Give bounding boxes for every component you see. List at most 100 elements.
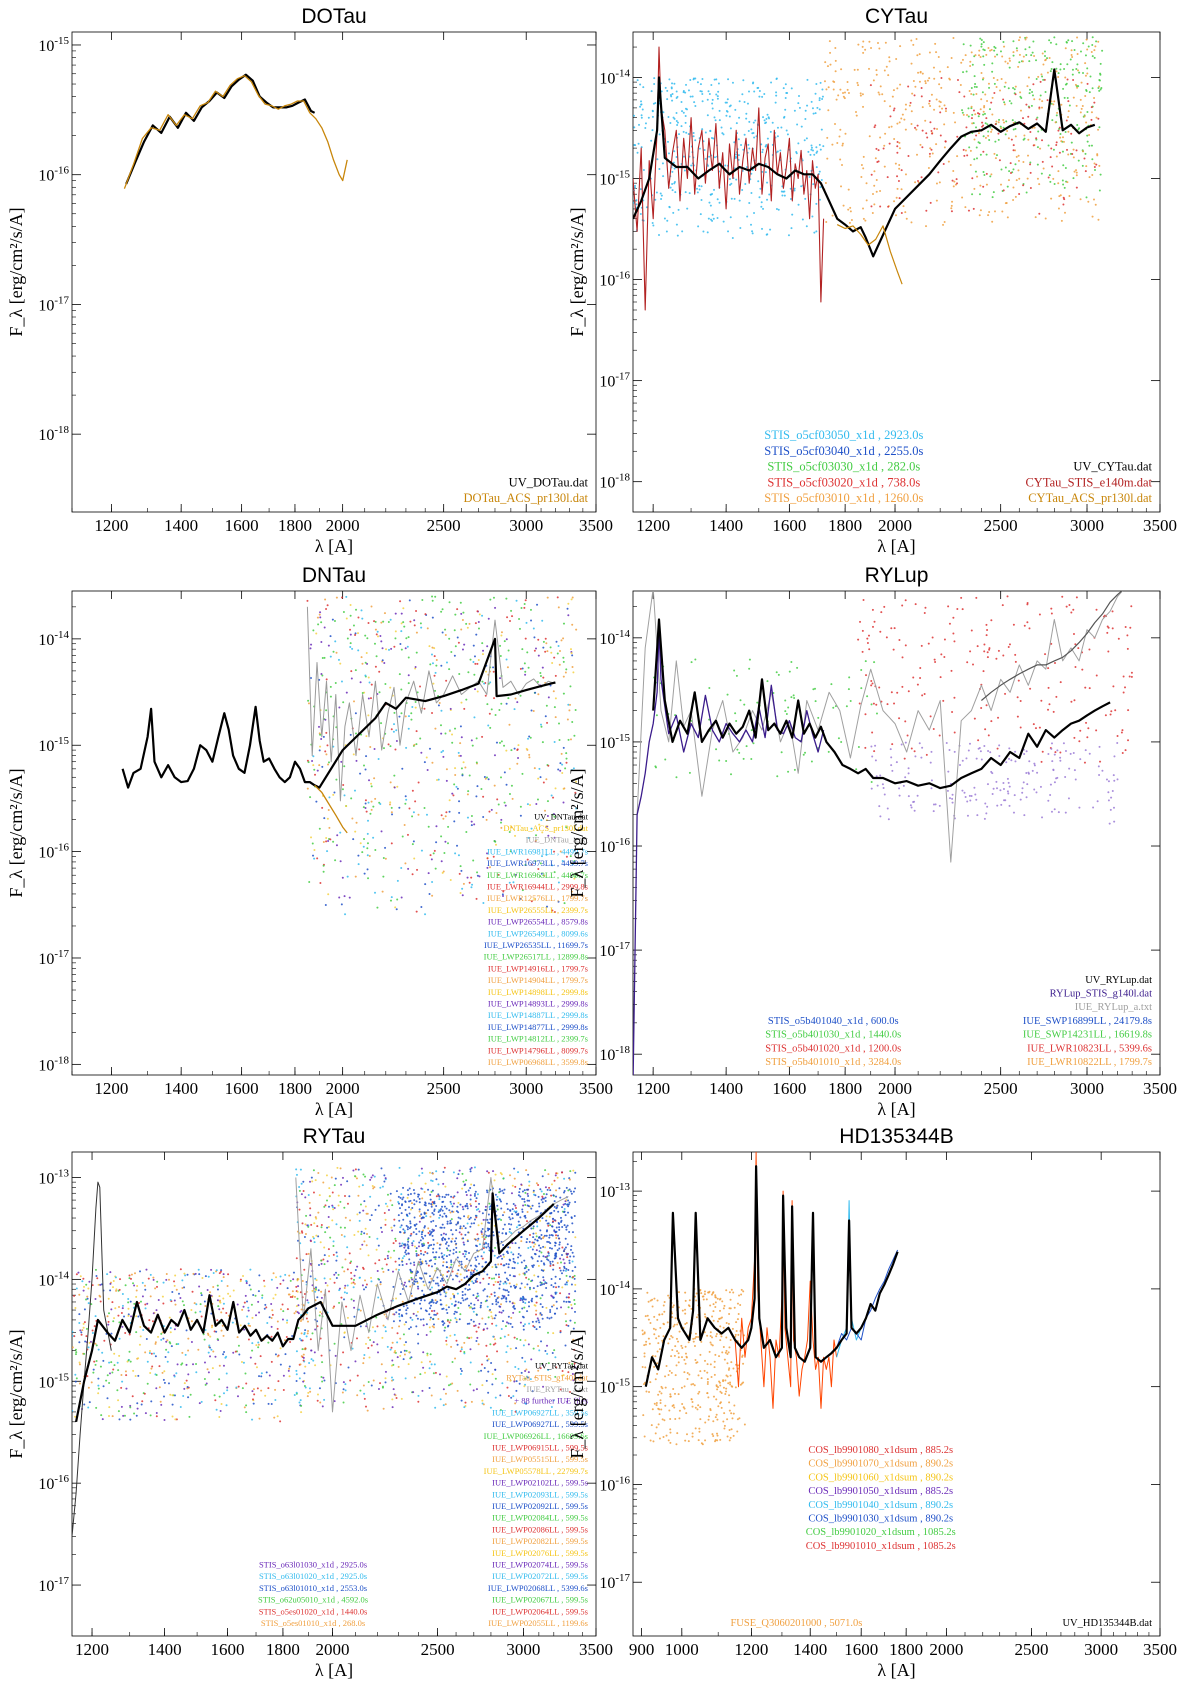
- data-point: [1075, 186, 1078, 189]
- data-point: [1029, 161, 1032, 164]
- data-point: [392, 1388, 395, 1391]
- data-point: [543, 874, 546, 877]
- data-point: [314, 1179, 317, 1182]
- data-point: [1109, 713, 1112, 716]
- data-point: [332, 1307, 335, 1310]
- data-point: [137, 1315, 140, 1318]
- data-point: [368, 855, 371, 858]
- legend-entry: IUE_LWR16944LL , 2999.8s: [487, 882, 588, 892]
- data-point: [1082, 72, 1085, 75]
- data-point: [990, 130, 993, 133]
- data-point: [696, 191, 699, 194]
- x-tick-label: 1400: [709, 1079, 743, 1098]
- data-point: [1082, 150, 1085, 153]
- data-point: [947, 605, 950, 608]
- data-point: [446, 1220, 449, 1223]
- data-point: [204, 1275, 207, 1278]
- data-point: [996, 787, 999, 790]
- data-point: [718, 109, 721, 112]
- data-point: [241, 1308, 244, 1311]
- data-point: [829, 51, 832, 54]
- data-point: [1064, 130, 1067, 133]
- data-point: [931, 132, 934, 135]
- data-point: [309, 1275, 312, 1278]
- data-point: [441, 631, 444, 634]
- data-point: [372, 805, 375, 808]
- data-point: [948, 749, 951, 752]
- data-point: [529, 804, 532, 807]
- data-point: [943, 146, 946, 149]
- data-point: [692, 135, 695, 138]
- data-point: [918, 53, 921, 56]
- data-point: [524, 599, 527, 602]
- data-point: [312, 854, 315, 857]
- data-point: [870, 745, 873, 748]
- data-point: [1112, 685, 1115, 688]
- data-point: [95, 1344, 98, 1347]
- data-point: [573, 860, 576, 863]
- data-point: [118, 1321, 121, 1324]
- data-point: [1027, 154, 1030, 157]
- data-point: [300, 1404, 303, 1407]
- data-point: [159, 1400, 162, 1403]
- data-point: [1079, 98, 1082, 101]
- data-point: [1021, 60, 1024, 63]
- data-point: [395, 908, 398, 911]
- data-point: [545, 704, 548, 707]
- data-point: [1097, 117, 1100, 120]
- data-point: [891, 743, 894, 746]
- data-point: [735, 674, 738, 677]
- data-point: [300, 1339, 303, 1342]
- data-point: [568, 1391, 571, 1394]
- data-point: [1038, 183, 1041, 186]
- data-point: [127, 1307, 130, 1310]
- data-point: [1073, 769, 1076, 772]
- data-point: [302, 1180, 305, 1183]
- data-point: [415, 1250, 418, 1253]
- data-point: [510, 826, 513, 829]
- data-point: [532, 1347, 535, 1350]
- data-point: [728, 178, 731, 181]
- data-point: [207, 1371, 210, 1374]
- data-point: [342, 784, 345, 787]
- data-point: [547, 1368, 550, 1371]
- data-point: [660, 90, 663, 93]
- data-point: [320, 1223, 323, 1226]
- data-point: [415, 1223, 418, 1226]
- data-point: [642, 169, 645, 172]
- data-point: [999, 125, 1002, 128]
- data-point: [731, 236, 734, 239]
- data-point: [661, 162, 664, 165]
- data-point: [331, 1191, 334, 1194]
- data-point: [948, 797, 951, 800]
- data-point: [878, 686, 881, 689]
- data-point: [1012, 51, 1015, 54]
- data-point: [792, 694, 795, 697]
- data-point: [203, 1338, 206, 1341]
- data-point: [1054, 121, 1057, 124]
- data-point: [915, 128, 918, 131]
- data-point: [986, 651, 989, 654]
- data-point: [989, 751, 992, 754]
- data-point: [466, 1288, 469, 1291]
- data-point: [174, 1418, 177, 1421]
- data-point: [113, 1317, 116, 1320]
- data-point: [225, 1372, 228, 1375]
- data-point: [574, 791, 577, 794]
- data-point: [97, 1283, 100, 1286]
- data-point: [810, 760, 813, 763]
- data-point: [429, 854, 432, 857]
- data-point: [741, 189, 744, 192]
- data-point: [904, 776, 907, 779]
- data-point: [881, 93, 884, 96]
- data-point: [218, 1364, 221, 1367]
- data-point: [226, 1285, 229, 1288]
- data-point: [342, 701, 345, 704]
- data-point: [351, 1347, 354, 1350]
- data-point: [445, 779, 448, 782]
- data-point: [267, 1402, 270, 1405]
- data-point: [265, 1306, 268, 1309]
- data-point: [492, 1170, 495, 1173]
- data-point: [928, 77, 931, 80]
